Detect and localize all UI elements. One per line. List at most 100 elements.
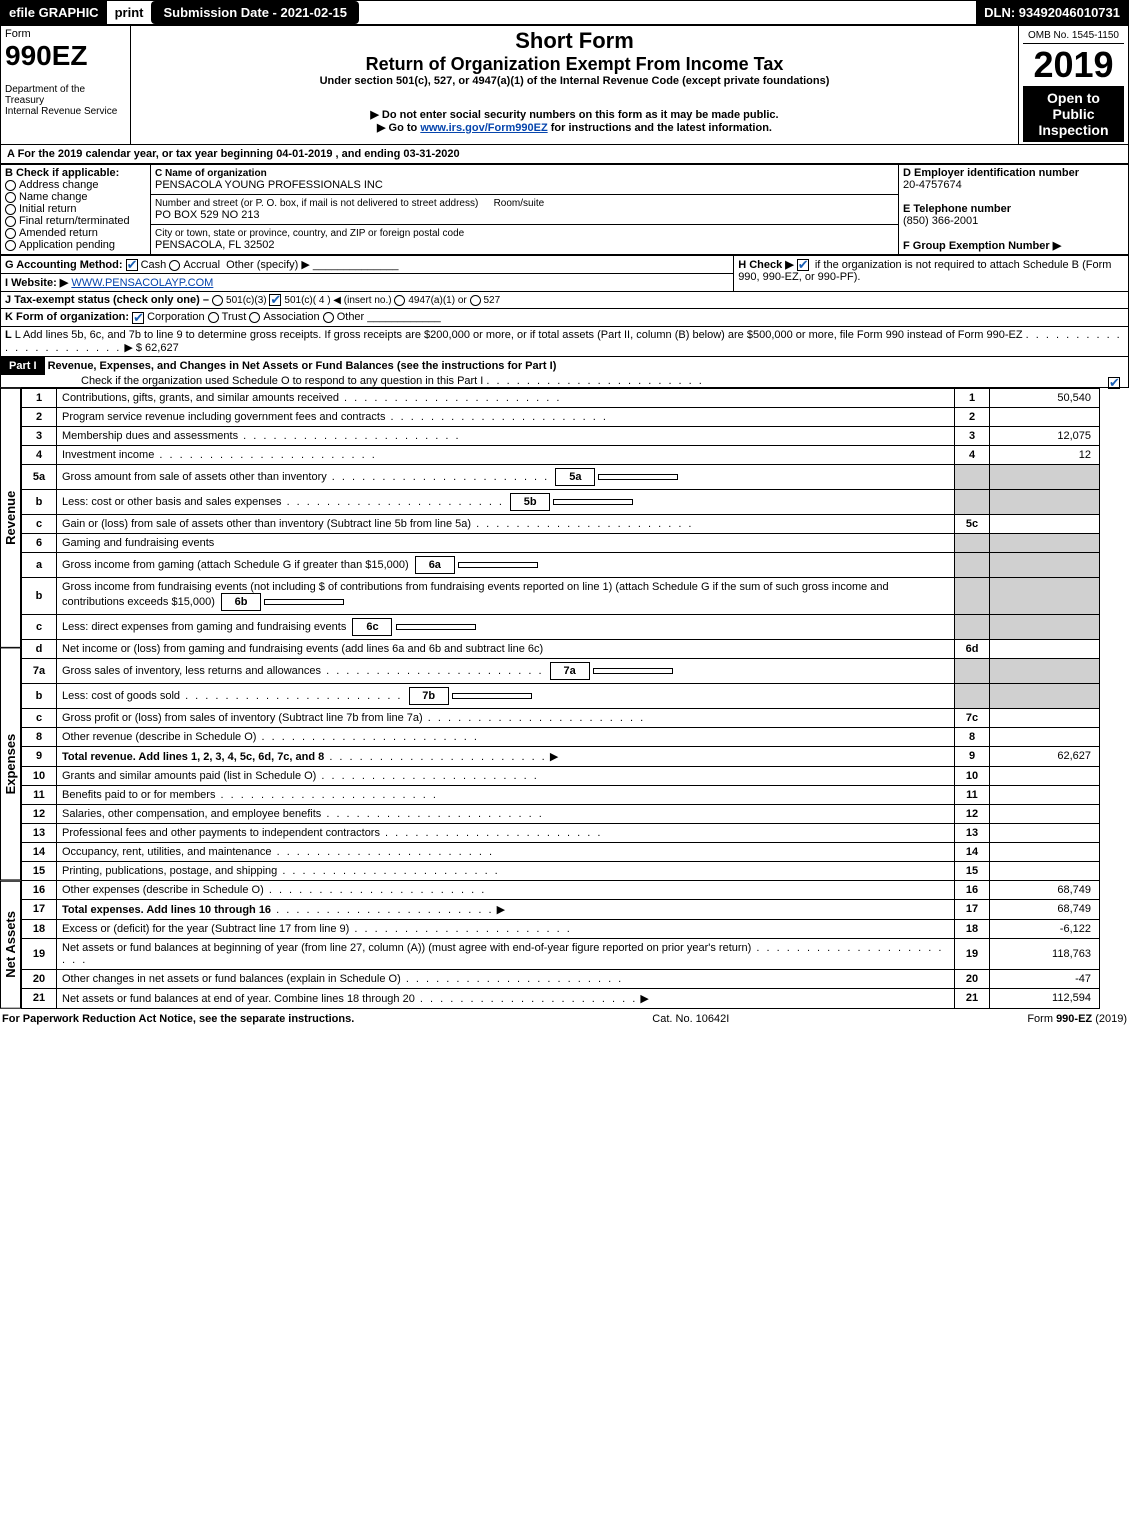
line2-val [990, 407, 1100, 426]
line3-val: 12,075 [990, 426, 1100, 445]
line5a-desc: Gross amount from sale of assets other t… [57, 464, 955, 489]
part1-check-note: Check if the organization used Schedule … [1, 375, 483, 387]
chk-initial-return[interactable] [5, 204, 16, 215]
chk-address-change[interactable] [5, 180, 16, 191]
line2-desc: Program service revenue including govern… [57, 407, 955, 426]
line5c-desc: Gain or (loss) from sale of assets other… [57, 514, 955, 533]
phone-value: (850) 366-2001 [903, 215, 978, 227]
omb-number: OMB No. 1545-1150 [1023, 28, 1124, 44]
line13-desc: Professional fees and other payments to … [57, 823, 955, 842]
g-accounting-label: G Accounting Method: [5, 259, 123, 271]
line6c-desc: Less: direct expenses from gaming and fu… [57, 614, 955, 639]
part1-badge: Part I [1, 357, 45, 375]
chk-amended-return[interactable] [5, 228, 16, 239]
chk-trust[interactable] [208, 312, 219, 323]
chk-501c3[interactable] [212, 295, 223, 306]
j-tax-exempt-label: J Tax-exempt status (check only one) – [5, 294, 209, 306]
line3-desc: Membership dues and assessments [57, 426, 955, 445]
side-revenue: Revenue [0, 388, 21, 648]
irs-link[interactable]: www.irs.gov/Form990EZ [420, 122, 547, 134]
ein-value: 20-4757674 [903, 179, 962, 191]
line17-val: 68,749 [990, 899, 1100, 919]
top-bar: efile GRAPHIC print Submission Date - 20… [0, 0, 1129, 25]
chk-final-return[interactable] [5, 216, 16, 227]
chk-application-pending[interactable] [5, 240, 16, 251]
line6a-desc: Gross income from gaming (attach Schedul… [57, 552, 955, 577]
form-title-main: Return of Organization Exempt From Incom… [135, 54, 1014, 75]
tax-year: 2019 [1023, 44, 1124, 86]
print-button[interactable]: print [107, 1, 152, 24]
line6b-desc: Gross income from fundraising events (no… [57, 577, 955, 614]
chk-name-change[interactable] [5, 192, 16, 203]
line21-val: 112,594 [990, 988, 1100, 1008]
part1-table: 1Contributions, gifts, grants, and simil… [21, 388, 1100, 1009]
line16-val: 68,749 [990, 880, 1100, 899]
line11-desc: Benefits paid to or for members [57, 785, 955, 804]
chk-schedule-o[interactable] [1108, 377, 1120, 389]
line1-desc: Contributions, gifts, grants, and simila… [57, 388, 955, 407]
line7b-desc: Less: cost of goods sold 7b [57, 683, 955, 708]
section-b-label: B Check if applicable: [5, 167, 119, 179]
form-footer-id: Form 990-EZ (2019) [1027, 1013, 1127, 1025]
line1-val: 50,540 [990, 388, 1100, 407]
line19-desc: Net assets or fund balances at beginning… [57, 938, 955, 969]
e-phone-label: E Telephone number [903, 203, 1011, 215]
chk-501c[interactable] [269, 294, 281, 306]
chk-corporation[interactable] [132, 312, 144, 324]
line10-desc: Grants and similar amounts paid (list in… [57, 766, 955, 785]
form-header: Form 990EZ Department of the Treasury In… [0, 25, 1129, 145]
ssn-warning: ▶ Do not enter social security numbers o… [135, 108, 1014, 121]
l-instruction: L Add lines 5b, 6c, and 7b to line 9 to … [15, 329, 1023, 341]
efile-label: efile GRAPHIC [1, 1, 107, 24]
line7a-desc: Gross sales of inventory, less returns a… [57, 658, 955, 683]
line7c-desc: Gross profit or (loss) from sales of inv… [57, 708, 955, 727]
line9-desc: Total revenue. Add lines 1, 2, 3, 4, 5c,… [57, 746, 955, 766]
website-link[interactable]: WWW.PENSACOLAYP.COM [71, 277, 213, 289]
line18-desc: Excess or (deficit) for the year (Subtra… [57, 919, 955, 938]
chk-527[interactable] [470, 295, 481, 306]
line14-desc: Occupancy, rent, utilities, and maintena… [57, 842, 955, 861]
form-subtitle: Under section 501(c), 527, or 4947(a)(1)… [135, 75, 1014, 87]
dln-label: DLN: 93492046010731 [976, 1, 1128, 24]
line15-desc: Printing, publications, postage, and shi… [57, 861, 955, 880]
chk-other-org[interactable] [323, 312, 334, 323]
room-label: Room/suite [494, 198, 545, 209]
city-state-zip: PENSACOLA, FL 32502 [155, 239, 274, 251]
side-expenses: Expenses [0, 647, 21, 880]
line8-desc: Other revenue (describe in Schedule O) [57, 727, 955, 746]
chk-association[interactable] [249, 312, 260, 323]
line21-desc: Net assets or fund balances at end of ye… [57, 988, 955, 1008]
dept-treasury: Department of the Treasury [5, 84, 126, 106]
line4-desc: Investment income [57, 445, 955, 464]
paperwork-notice: For Paperwork Reduction Act Notice, see … [2, 1013, 354, 1025]
line18-val: -6,122 [990, 919, 1100, 938]
open-public-box: Open to Public Inspection [1023, 86, 1124, 142]
chk-schedule-b[interactable] [797, 259, 809, 271]
line16-desc: Other expenses (describe in Schedule O) [57, 880, 955, 899]
k-form-of-org-label: K Form of organization: [5, 311, 129, 323]
line20-val: -47 [990, 969, 1100, 988]
city-label: City or town, state or province, country… [155, 228, 464, 239]
line-a-tax-year: A For the 2019 calendar year, or tax yea… [0, 145, 1129, 164]
side-netassets: Net Assets [0, 881, 21, 1009]
line19-val: 118,763 [990, 938, 1100, 969]
line6d-desc: Net income or (loss) from gaming and fun… [57, 639, 955, 658]
line5b-desc: Less: cost or other basis and sales expe… [57, 489, 955, 514]
line4-val: 12 [990, 445, 1100, 464]
org-name: PENSACOLA YOUNG PROFESSIONALS INC [155, 179, 383, 191]
h-label: H Check ▶ [738, 259, 797, 271]
part1-header: Part I Revenue, Expenses, and Changes in… [0, 357, 1129, 388]
street-address: PO BOX 529 NO 213 [155, 209, 260, 221]
irs-label: Internal Revenue Service [5, 106, 126, 117]
catalog-number: Cat. No. 10642I [652, 1013, 729, 1025]
instructions-link-row: ▶ Go to www.irs.gov/Form990EZ for instru… [135, 121, 1014, 134]
c-name-label: C Name of organization [155, 168, 267, 179]
l-gross-receipts: ▶ $ 62,627 [124, 342, 178, 354]
chk-cash[interactable] [126, 259, 138, 271]
page-footer: For Paperwork Reduction Act Notice, see … [0, 1009, 1129, 1029]
line6-desc: Gaming and fundraising events [57, 533, 955, 552]
chk-4947[interactable] [394, 295, 405, 306]
chk-accrual[interactable] [169, 260, 180, 271]
line12-desc: Salaries, other compensation, and employ… [57, 804, 955, 823]
entity-block: B Check if applicable: Address change Na… [0, 164, 1129, 255]
